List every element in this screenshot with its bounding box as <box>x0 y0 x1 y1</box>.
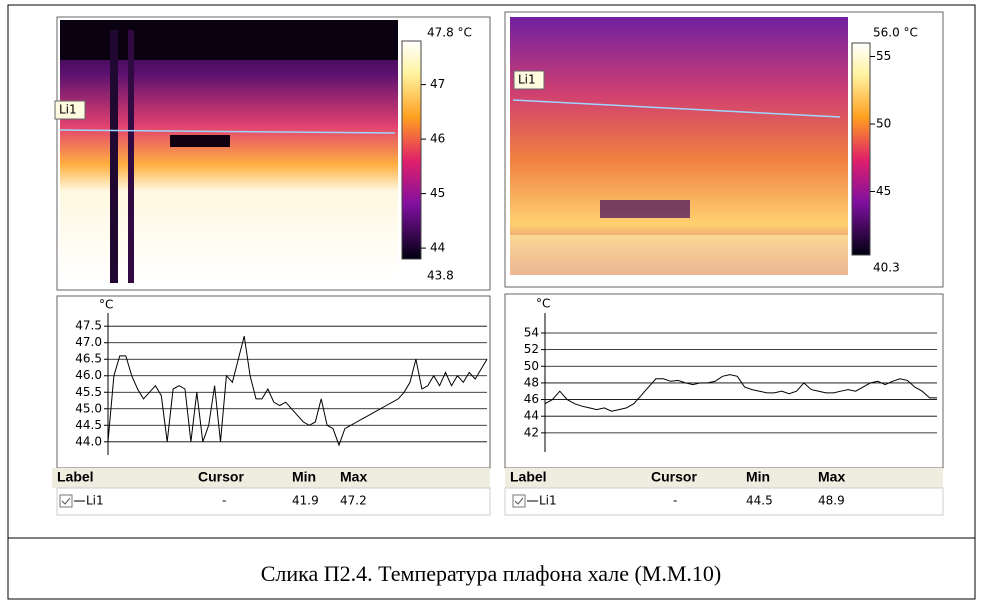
profile-curve <box>544 374 937 412</box>
scale-tick-label: 45 <box>430 186 445 200</box>
table-cell: - <box>222 494 226 508</box>
scale-tick-label: 50 <box>876 117 891 131</box>
profile-line <box>512 99 841 118</box>
y-tick-label: 52 <box>524 342 539 356</box>
table-cell: 44.5 <box>746 494 773 508</box>
table-cell: - <box>673 494 677 508</box>
y-tick-label: 54 <box>524 325 539 339</box>
colorbar <box>401 40 422 260</box>
y-tick-label: 50 <box>524 359 539 373</box>
check <box>514 497 524 505</box>
scale-tick-label: 47 <box>430 77 445 91</box>
chart-frame <box>56 295 491 469</box>
table-header: Min <box>292 469 316 485</box>
y-tick-label: 47.0 <box>75 335 102 349</box>
line-label: Li1 <box>59 103 77 117</box>
y-axis-label: °C <box>536 297 550 311</box>
y-tick-label: 46.5 <box>75 352 102 366</box>
y-tick-label: 45.5 <box>75 385 102 399</box>
line-label-box <box>54 100 86 120</box>
table-cell: Li1 <box>86 494 104 508</box>
thermal-pipe <box>110 30 118 283</box>
table-header: Cursor <box>198 469 244 485</box>
colorbar <box>851 42 871 256</box>
table-header-band <box>505 468 943 488</box>
table-cell: Li1 <box>539 494 557 508</box>
table-header: Max <box>340 469 367 485</box>
table-frame <box>504 487 944 516</box>
y-tick-label: 46 <box>524 392 539 406</box>
scale-top-label: 47.8 °C <box>427 26 472 40</box>
table-header: Label <box>510 469 547 485</box>
scale-tick-label: 45 <box>876 184 891 198</box>
line-label-box <box>513 70 545 90</box>
table-header: Min <box>746 469 770 485</box>
thermal-bright <box>510 235 848 275</box>
scale-tick-label: 55 <box>876 49 891 63</box>
line-label: Li1 <box>518 73 536 87</box>
thermal-image <box>510 17 848 275</box>
y-tick-label: 45.0 <box>75 401 102 415</box>
checkbox[interactable] <box>512 494 526 508</box>
y-tick-label: 48 <box>524 375 539 389</box>
y-tick-label: 47.5 <box>75 319 102 333</box>
y-tick-label: 44 <box>524 409 539 423</box>
y-tick-label: 46.0 <box>75 368 102 382</box>
table-frame <box>56 487 491 516</box>
profile-curve <box>107 335 488 447</box>
scale-tick-label: 46 <box>430 132 445 146</box>
thermal-dark <box>600 200 690 218</box>
scale-tick-label: 44 <box>430 241 445 255</box>
checkbox[interactable] <box>59 494 73 508</box>
table-header: Max <box>818 469 845 485</box>
y-tick-label: 42 <box>524 425 539 439</box>
scale-bottom-label: 40.3 <box>873 261 900 275</box>
table-header: Label <box>57 469 94 485</box>
y-tick-label: 44.0 <box>75 434 102 448</box>
scale-top-label: 56.0 °C <box>873 26 918 40</box>
table-cell: 41.9 <box>292 494 319 508</box>
caption: Слика П2.4. Температура плафона хале (М.… <box>261 561 722 586</box>
y-tick-label: 44.5 <box>75 418 102 432</box>
scale-bottom-label: 43.8 <box>427 269 454 283</box>
table-header: Cursor <box>651 469 697 485</box>
table-cell: 48.9 <box>818 494 845 508</box>
table-header-band <box>52 468 490 488</box>
thermal-pipe <box>128 30 134 283</box>
table-cell: 47.2 <box>340 494 367 508</box>
y-axis-label: °C <box>99 298 113 312</box>
thermal-dark <box>170 135 230 147</box>
check <box>61 497 71 505</box>
profile-line <box>59 129 396 134</box>
figure-border <box>7 4 976 600</box>
